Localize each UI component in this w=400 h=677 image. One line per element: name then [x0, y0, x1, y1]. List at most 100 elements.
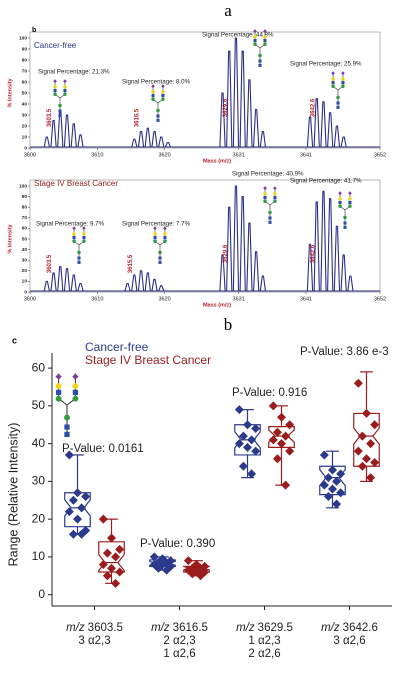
x-axis-label: Mass (m/z) — [203, 302, 231, 308]
glycan-icon — [263, 186, 277, 224]
data-point — [328, 484, 337, 494]
glycan-glcnac — [343, 225, 347, 229]
glycan-gal — [338, 197, 342, 201]
data-point — [336, 469, 346, 479]
data-point — [111, 552, 121, 562]
data-point — [107, 563, 116, 573]
data-point — [102, 571, 112, 581]
x-tick-label: 3641 — [300, 296, 312, 302]
y-tick-label: 20 — [32, 511, 46, 525]
x-tick-label: 3600 — [24, 296, 36, 302]
data-point — [281, 480, 291, 490]
legend-entry: Cancer-free — [85, 340, 149, 354]
data-point — [64, 507, 74, 517]
spectrum-peak — [158, 136, 165, 148]
glycan-glcnac — [258, 59, 262, 63]
glycan-sia — [348, 191, 352, 196]
annotation: Signal Percentage: 44.8% — [202, 32, 274, 39]
x-tick-label: 3610 — [91, 296, 103, 302]
data-point — [336, 488, 346, 498]
glycan-glcnac — [55, 389, 62, 396]
glycan-man — [343, 215, 347, 220]
glycan-gal — [163, 232, 167, 236]
data-point — [370, 458, 380, 468]
mz-label: m/z — [151, 622, 170, 634]
y-tick-label: 70 — [22, 215, 28, 221]
glycan-man — [64, 414, 70, 421]
y-tick-label: 0 — [38, 587, 45, 601]
glycan-glcnac — [156, 114, 160, 118]
data-point — [77, 529, 87, 539]
glycan-man — [153, 239, 157, 244]
glycan-glcnac — [161, 94, 165, 98]
annotation: Signal Percentage: 21.3% — [38, 69, 110, 76]
y-tick-label: 100 — [19, 35, 27, 41]
spectrum-peak — [43, 136, 50, 148]
plot-frame — [29, 31, 381, 149]
data-point — [272, 427, 282, 437]
data-point — [362, 408, 371, 418]
glycan-glcnac — [63, 89, 67, 93]
glycan-man — [72, 395, 79, 402]
glycan-glcnac — [268, 216, 272, 220]
linkage-label: 3 α2,3 — [78, 635, 110, 647]
spectrum-peak — [131, 138, 138, 148]
y-tick-label: 40 — [32, 436, 46, 450]
glycan-glcnac — [72, 236, 76, 240]
glycan-glcnac — [158, 260, 162, 264]
spectrum-peak — [63, 268, 71, 292]
spectrum-peak — [232, 185, 240, 292]
glycan-man — [273, 199, 277, 204]
spectrum-peak — [131, 274, 138, 292]
spectrum-peak — [239, 50, 246, 148]
spectrum-peak — [239, 196, 246, 292]
y-tick-label: 50 — [22, 90, 28, 96]
annotation: P-Value: 3.86 e-3 — [300, 346, 389, 358]
spectrum-peak — [144, 127, 151, 148]
glycan-man — [72, 239, 76, 244]
data-point — [68, 495, 78, 505]
peak-label: 3603.5 — [47, 254, 53, 273]
data-point — [77, 503, 87, 513]
y-tick-label: 10 — [22, 134, 28, 140]
glycan-glcnac — [331, 81, 335, 85]
x-tick-label: 3620 — [158, 152, 170, 158]
spectrum-peak — [253, 251, 260, 292]
peak-label: 3629.6 — [223, 98, 229, 117]
mass-label: 3629.5 — [258, 622, 293, 634]
x-tick-label: 3652 — [374, 296, 386, 302]
data-point — [115, 567, 125, 577]
mass-label: 3616.5 — [173, 622, 208, 634]
glycan-sia — [331, 71, 335, 76]
glycan-sia — [55, 373, 62, 380]
glycan-gal — [53, 85, 57, 89]
data-point — [332, 476, 342, 486]
glycan-glcnac — [163, 236, 167, 240]
mz-label: m/z — [66, 622, 85, 634]
y-tick-label: 0 — [24, 289, 27, 295]
x-tick-label: 3631 — [233, 152, 245, 158]
glycan-icon — [72, 226, 86, 264]
y-tick-label: 30 — [22, 112, 28, 118]
spectrum-peak — [246, 79, 253, 148]
glycan-glcnac — [341, 81, 345, 85]
y-tick-label: 50 — [32, 398, 46, 412]
glycan-man — [163, 239, 167, 244]
spectrum-peak — [226, 50, 233, 148]
x-tick-label: 3652 — [374, 152, 386, 158]
glycan-man — [336, 95, 340, 100]
panel-label: c — [12, 335, 17, 345]
mass-label: 3642.6 — [343, 622, 378, 634]
linkage-label: 2 α2,3 — [163, 635, 195, 647]
glycan-gal — [341, 77, 345, 81]
mz-label: m/z — [321, 622, 340, 634]
spectrum-peak — [77, 282, 84, 292]
spectrum-peak — [151, 130, 158, 148]
glycan-icon — [55, 373, 79, 438]
mz-label: m/z — [236, 622, 255, 634]
y-tick-label: 40 — [22, 247, 28, 253]
glycan-gal — [161, 90, 165, 94]
spectrum-peak — [137, 130, 145, 148]
glycan-gal — [82, 232, 86, 236]
data-point — [362, 454, 371, 464]
